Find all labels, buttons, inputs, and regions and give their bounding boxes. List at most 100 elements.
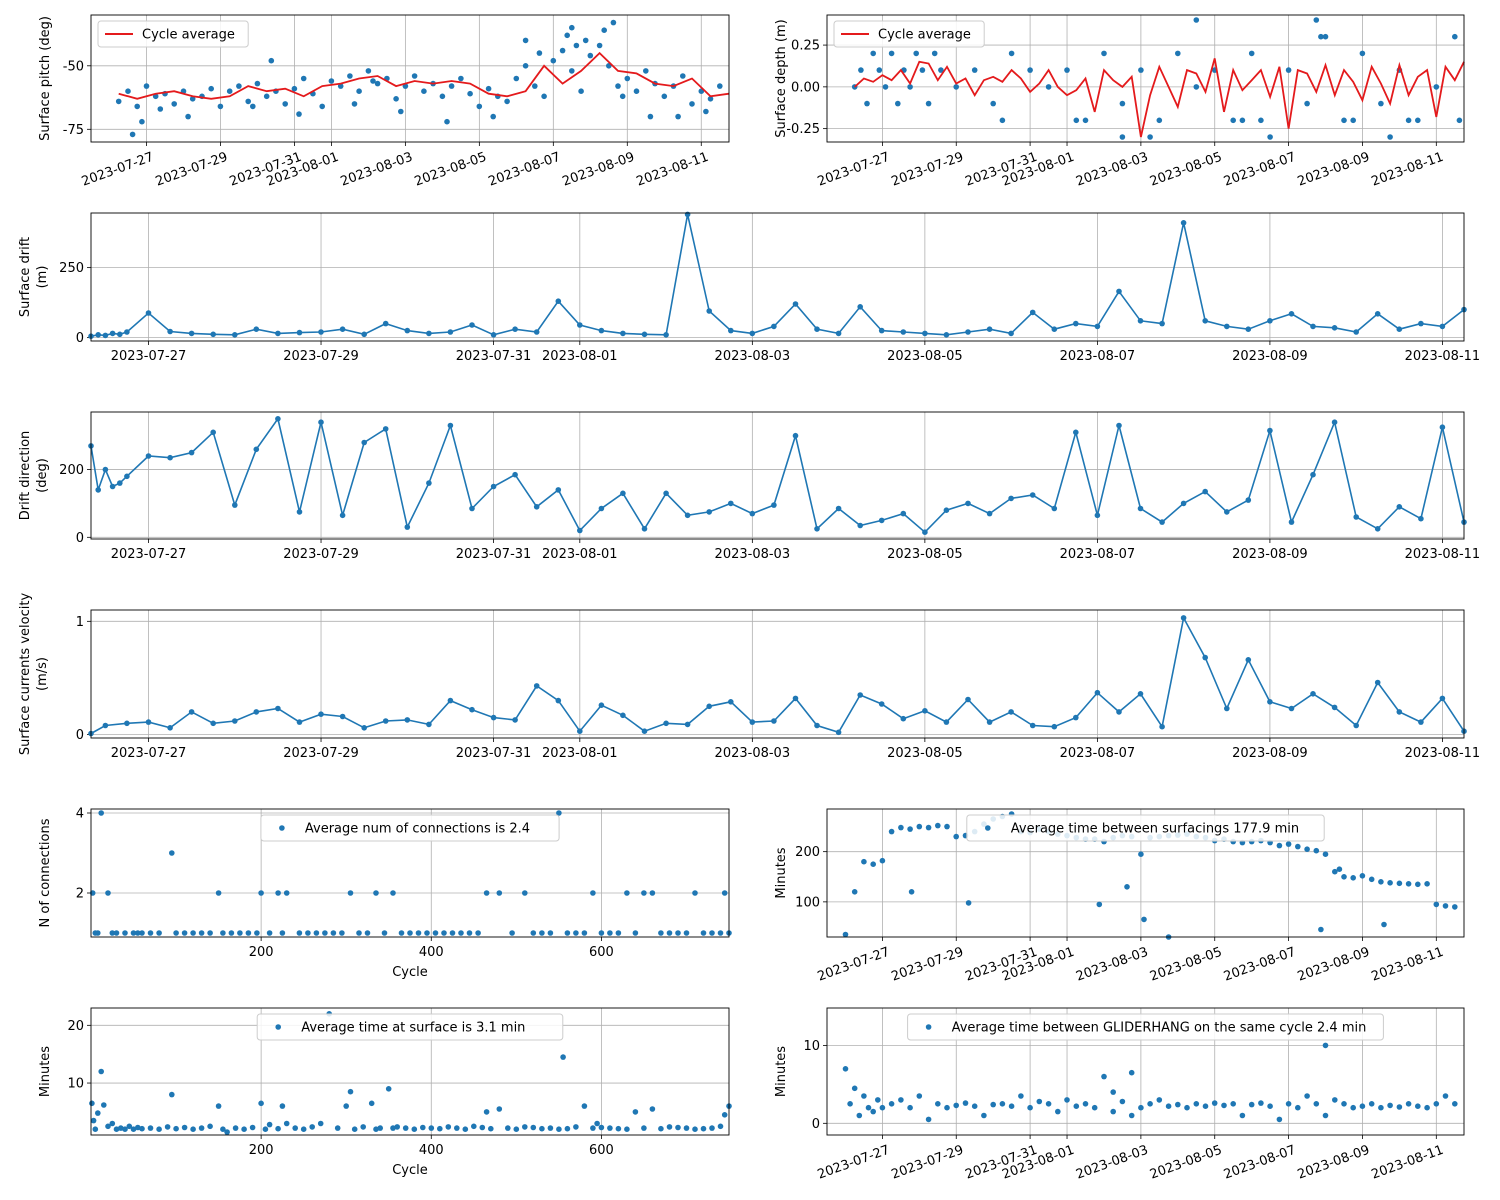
x-tick-label: 2023-08-09 xyxy=(1232,746,1308,761)
data-point xyxy=(262,1126,269,1132)
data-point xyxy=(1116,422,1122,429)
data-point xyxy=(1318,926,1324,933)
data-point xyxy=(390,1125,396,1131)
data-point xyxy=(1374,526,1381,532)
data-point xyxy=(496,890,503,896)
data-point xyxy=(577,728,583,734)
data-point xyxy=(1359,873,1366,879)
data-point xyxy=(282,101,289,107)
data-point xyxy=(1094,512,1101,519)
data-point xyxy=(305,930,311,936)
data-point xyxy=(102,466,109,473)
data-point xyxy=(513,1126,520,1132)
data-point xyxy=(313,930,320,936)
data-point xyxy=(1128,1112,1135,1119)
data-point xyxy=(347,890,354,896)
data-point xyxy=(1313,1101,1320,1107)
data-point xyxy=(1064,1097,1070,1103)
data-point xyxy=(1156,1097,1163,1103)
data-point xyxy=(857,304,863,310)
data-point xyxy=(490,483,497,490)
data-point xyxy=(555,697,562,704)
data-point xyxy=(469,322,475,328)
data-point xyxy=(404,717,411,723)
data-point xyxy=(771,502,777,508)
data-point xyxy=(717,930,724,936)
data-point xyxy=(1116,288,1122,295)
data-point xyxy=(1304,1093,1310,1099)
data-point xyxy=(879,1104,886,1111)
data-point xyxy=(188,449,195,456)
data-point xyxy=(556,810,562,816)
x-tick-label: 2023-08-01 xyxy=(542,349,618,364)
data-point xyxy=(965,500,971,507)
x-tick-label: 200 xyxy=(249,1143,274,1158)
data-point xyxy=(792,432,799,439)
data-point xyxy=(1147,1101,1153,1107)
data-point xyxy=(361,725,368,731)
legend-box xyxy=(260,814,560,842)
data-point xyxy=(411,73,418,79)
data-point xyxy=(98,1068,104,1075)
data-point xyxy=(447,329,454,335)
data-point xyxy=(1036,1098,1043,1105)
data-point xyxy=(842,1066,849,1072)
data-point xyxy=(426,721,432,728)
data-point xyxy=(1313,847,1320,854)
legend-marker xyxy=(275,1024,282,1030)
data-point xyxy=(1245,497,1252,503)
panel-surface-currents-velocity: 2023-07-27 2023-07-29 2023-07-31 2023-08-01… xyxy=(18,593,1480,761)
data-point xyxy=(990,100,996,107)
data-point xyxy=(268,57,275,64)
panel-drift-direction: 2023-07-27 2023-07-29 2023-07-31 2023-08-01… xyxy=(18,411,1480,562)
data-point xyxy=(210,720,216,727)
data-point xyxy=(1304,846,1310,852)
data-point xyxy=(1051,505,1058,512)
data-point xyxy=(361,331,368,338)
data-point xyxy=(1331,704,1338,711)
data-point xyxy=(663,332,669,338)
data-point xyxy=(1230,117,1236,124)
data-point xyxy=(986,510,993,517)
data-point xyxy=(878,517,885,524)
data-point xyxy=(318,419,324,426)
data-point xyxy=(692,890,698,896)
data-point xyxy=(649,890,656,896)
data-point xyxy=(1138,851,1144,857)
y-tick-label: 2 xyxy=(76,887,84,902)
data-point xyxy=(990,1101,996,1108)
data-point xyxy=(1116,709,1122,715)
data-point xyxy=(1350,875,1356,881)
data-point xyxy=(1353,514,1359,520)
data-point xyxy=(373,1126,379,1132)
data-point xyxy=(907,84,913,90)
data-point xyxy=(339,326,346,333)
data-point xyxy=(913,50,919,57)
x-tick-label: 2023-08-11 xyxy=(1405,746,1481,761)
data-point xyxy=(471,1123,477,1130)
data-point xyxy=(89,1100,95,1107)
data-point xyxy=(835,729,842,736)
data-point xyxy=(275,1125,281,1132)
legend-marker xyxy=(925,1024,932,1030)
data-point xyxy=(533,504,540,510)
data-point xyxy=(113,1126,120,1132)
data-point xyxy=(1073,117,1080,124)
data-point xyxy=(1396,504,1403,510)
data-point xyxy=(512,471,518,478)
data-point xyxy=(856,1112,863,1119)
data-point xyxy=(512,717,518,723)
plot-frame xyxy=(90,609,1465,739)
data-point xyxy=(1184,1104,1190,1111)
x-tick-label: 2023-07-29 xyxy=(283,547,359,562)
data-point xyxy=(198,930,205,936)
data-point xyxy=(709,930,715,936)
data-point xyxy=(356,88,362,94)
x-axis-label: Cycle xyxy=(392,965,428,980)
data-point xyxy=(444,118,450,125)
y-tick-label: 0.25 xyxy=(791,39,820,54)
data-point xyxy=(1285,841,1292,847)
data-point xyxy=(771,718,777,724)
data-point xyxy=(1138,1104,1144,1111)
data-point xyxy=(147,930,154,936)
